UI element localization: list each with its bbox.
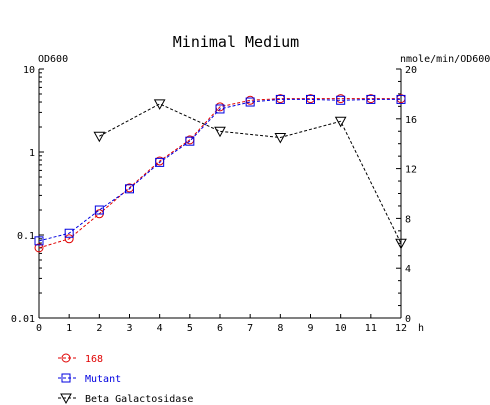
legend-entry: Mutant: [58, 373, 121, 385]
x-tick-label: 2: [96, 323, 102, 334]
x-tick-label: 4: [157, 323, 163, 334]
x-tick-label: 12: [395, 323, 407, 334]
legend-label: Mutant: [85, 374, 121, 385]
data-point: [125, 184, 134, 194]
chart-title: Minimal Medium: [173, 33, 299, 51]
data-point: [275, 94, 285, 104]
series-layer: [34, 94, 407, 253]
legend: 168 Mutant Beta Galactosidase: [58, 353, 193, 405]
legend-marker: [61, 373, 71, 383]
data-point: [334, 116, 347, 128]
legend-marker: [60, 393, 72, 405]
x-tick-label: 7: [247, 323, 253, 334]
legend-label: Beta Galactosidase: [85, 394, 193, 405]
x-tick-label: 3: [126, 323, 132, 334]
data-point: [93, 131, 106, 143]
data-point: [395, 238, 407, 250]
data-point: [64, 228, 74, 238]
x-axis-label: h: [418, 323, 424, 334]
y-axis-right-label: nmole/min/OD600: [400, 54, 490, 65]
data-point: [396, 94, 406, 104]
data-point: [185, 136, 195, 146]
data-point: [64, 234, 74, 244]
x-tick-label: 1: [66, 323, 72, 334]
data-point: [366, 94, 376, 104]
x-tick-label: 10: [335, 323, 347, 334]
data-point: [214, 126, 226, 138]
data-point: [274, 132, 287, 144]
y-left-tick-label: 0.01: [11, 314, 35, 325]
x-tick-label: 8: [277, 323, 283, 334]
x-tick-label: 0: [36, 323, 42, 334]
data-point: [215, 104, 225, 114]
data-point: [306, 94, 315, 104]
x-tick-label: 6: [217, 323, 223, 334]
series-line: [38, 98, 401, 242]
data-point: [153, 99, 166, 110]
series-line: [38, 98, 401, 249]
data-point: [94, 205, 104, 215]
data-point: [34, 243, 44, 253]
legend-entry: Beta Galactosidase: [58, 393, 193, 405]
data-point: [155, 157, 165, 167]
y-right-tick-label: 20: [405, 65, 417, 76]
series-line: [99, 103, 402, 244]
y-left-tick-label: 10: [23, 65, 35, 76]
legend-marker: [61, 353, 71, 363]
series-1: [34, 94, 406, 246]
x-tick-label: 5: [187, 323, 193, 334]
y-right-tick-label: 16: [405, 115, 417, 126]
y-right-tick-label: 0: [405, 314, 411, 325]
x-tick-label: 9: [307, 323, 313, 334]
data-point: [34, 236, 44, 246]
series-2: [93, 99, 407, 250]
legend-entry: 168: [58, 353, 103, 365]
legend-label: 168: [85, 354, 103, 365]
data-point: [245, 97, 255, 107]
y-right-tick-label: 12: [405, 165, 417, 176]
series-0: [34, 94, 406, 253]
y-left-tick-label: 0.1: [17, 231, 35, 242]
y-left-tick-label: 1: [29, 148, 35, 159]
y-right-tick-label: 8: [405, 214, 411, 225]
y-axis-left-label: OD600: [38, 54, 68, 65]
x-tick-label: 11: [365, 323, 377, 334]
y-right-tick-label: 4: [405, 264, 411, 275]
data-point: [336, 95, 346, 105]
